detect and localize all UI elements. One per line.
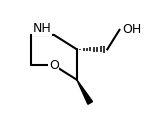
Text: O: O [49, 59, 59, 72]
Polygon shape [77, 80, 93, 104]
Text: OH: OH [123, 23, 142, 36]
Text: NH: NH [33, 22, 52, 35]
